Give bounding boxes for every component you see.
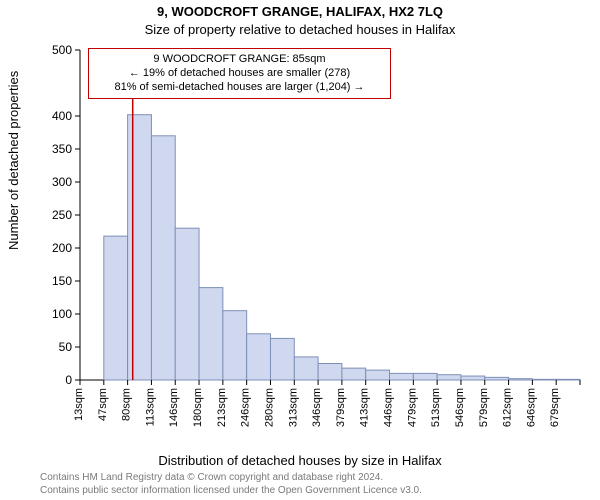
svg-text:612sqm: 612sqm	[502, 388, 514, 427]
svg-text:246sqm: 246sqm	[240, 388, 252, 427]
svg-text:446sqm: 446sqm	[383, 388, 395, 427]
svg-text:280sqm: 280sqm	[263, 388, 275, 427]
svg-text:146sqm: 146sqm	[168, 388, 180, 427]
svg-text:313sqm: 313sqm	[287, 388, 299, 427]
svg-text:0: 0	[65, 373, 72, 387]
svg-text:113sqm: 113sqm	[144, 388, 156, 426]
svg-text:413sqm: 413sqm	[359, 388, 371, 427]
x-axis-label: Distribution of detached houses by size …	[0, 453, 600, 468]
svg-text:379sqm: 379sqm	[335, 388, 347, 427]
annotation-box: 9 WOODCROFT GRANGE: 85sqm ← 19% of detac…	[88, 48, 391, 99]
y-axis-label: Number of detached properties	[6, 71, 21, 250]
svg-text:180sqm: 180sqm	[192, 388, 204, 427]
annotation-line-2: ← 19% of detached houses are smaller (27…	[97, 67, 382, 81]
chart-subtitle: Size of property relative to detached ho…	[0, 22, 600, 37]
svg-text:200: 200	[52, 241, 72, 255]
svg-text:80sqm: 80sqm	[121, 388, 133, 421]
annotation-line-3: 81% of semi-detached houses are larger (…	[97, 81, 382, 95]
svg-text:150: 150	[52, 274, 72, 288]
svg-text:500: 500	[52, 43, 72, 57]
svg-text:546sqm: 546sqm	[454, 388, 466, 427]
histogram-plot: 0 50 100 150 200 250 300 350 400 500 13sqm 47sqm 80s…	[50, 40, 590, 440]
svg-text:513sqm: 513sqm	[430, 388, 442, 427]
svg-text:679sqm: 679sqm	[549, 388, 561, 427]
svg-text:50: 50	[59, 340, 73, 354]
annotation-line-1: 9 WOODCROFT GRANGE: 85sqm	[97, 53, 382, 67]
svg-text:400: 400	[52, 109, 72, 123]
credit-line-1: Contains HM Land Registry data © Crown c…	[40, 472, 383, 483]
svg-text:479sqm: 479sqm	[406, 388, 418, 427]
svg-text:100: 100	[52, 307, 72, 321]
svg-text:47sqm: 47sqm	[97, 388, 109, 421]
credit-line-2: Contains public sector information licen…	[40, 485, 422, 496]
credit-text: Contains HM Land Registry data © Crown c…	[40, 472, 590, 497]
svg-text:346sqm: 346sqm	[311, 388, 323, 427]
svg-text:350: 350	[52, 142, 72, 156]
svg-text:300: 300	[52, 175, 72, 189]
svg-text:13sqm: 13sqm	[73, 388, 85, 421]
svg-text:250: 250	[52, 208, 72, 222]
chart-container: 9, WOODCROFT GRANGE, HALIFAX, HX2 7LQ Si…	[0, 0, 600, 500]
svg-text:213sqm: 213sqm	[216, 388, 228, 427]
chart-title: 9, WOODCROFT GRANGE, HALIFAX, HX2 7LQ	[0, 4, 600, 19]
svg-text:579sqm: 579sqm	[478, 388, 490, 427]
svg-text:646sqm: 646sqm	[525, 388, 537, 427]
